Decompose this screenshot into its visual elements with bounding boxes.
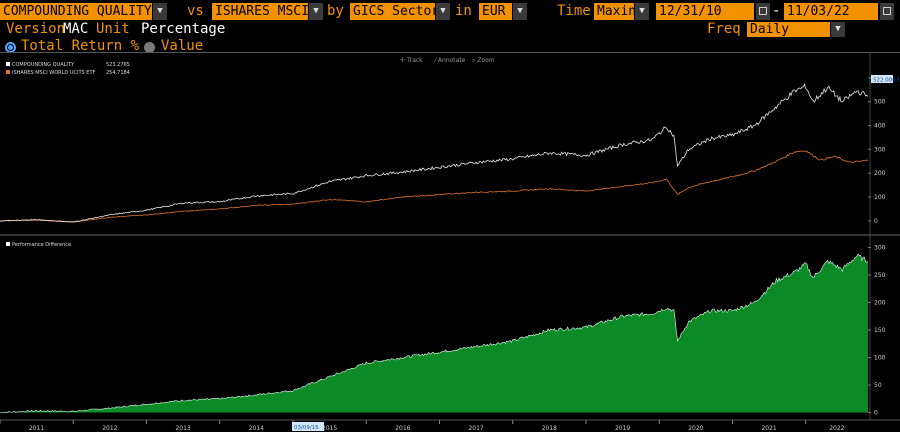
legend-label-cq: COMPOUNDING QUALITY	[12, 62, 75, 68]
x-axis-ticks: 2011 2012 2013 2014 2015 2016 2017 2018 2019 2020…	[0, 420, 845, 432]
top-y-tick-label: 300	[874, 146, 886, 153]
end-calendar-icon[interactable]	[880, 3, 894, 20]
security1-field[interactable]: COMPOUNDING QUALITY	[0, 3, 152, 20]
chart-toolbar: ✛ Track ⁄ Annotate ⌕ Zoom	[400, 57, 495, 64]
last-value-callout: 522.0063	[871, 75, 900, 84]
unit-value[interactable]: Percentage	[141, 21, 226, 37]
callout-text: 522.0063	[873, 78, 900, 84]
track-button[interactable]: ✛ Track	[400, 57, 423, 64]
end-date-field[interactable]: 11/03/22	[784, 3, 878, 20]
x-tick-label: 2013	[175, 425, 190, 432]
security1-dropdown[interactable]: ▼	[153, 3, 167, 20]
x-tick-label: 2017	[468, 425, 483, 432]
legend-swatch-perf	[6, 242, 10, 246]
legend-label-perf: Performance Difference	[12, 242, 71, 248]
top-lines	[0, 82, 869, 223]
date-marker-box	[292, 422, 324, 431]
version-label: Version	[6, 21, 66, 37]
top-legend: COMPOUNDING QUALITY 523.2765 ISHARES MSC…	[6, 62, 130, 76]
start-date-field[interactable]: 12/31/10	[656, 3, 754, 20]
currency-dropdown[interactable]: ▼	[513, 3, 527, 20]
vs-label: vs	[187, 3, 204, 19]
security2-dropdown[interactable]: ▼	[309, 3, 323, 20]
x-tick-label: 2014	[249, 425, 264, 432]
performance-difference-area	[0, 254, 868, 413]
annotate-button[interactable]: ⁄ Annotate	[433, 57, 466, 64]
legend-swatch-cq	[6, 62, 10, 66]
x-tick-label: 2011	[29, 425, 44, 432]
legend-value-cq: 523.2765	[106, 62, 130, 68]
top-y-tick-label: 0	[874, 218, 878, 225]
total-return-radio-dot	[8, 45, 13, 50]
date-marker-text: 03/09/15	[294, 425, 319, 431]
top-y-tick-label: 400	[874, 123, 886, 130]
chart-canvas[interactable]: ✛ Track ⁄ Annotate ⌕ Zoom COMPOUNDING QU…	[0, 52, 900, 432]
start-calendar-icon[interactable]	[756, 3, 770, 20]
total-return-label: Total Return %	[21, 38, 140, 54]
zoom-button[interactable]: ⌕ Zoom	[472, 57, 495, 64]
top-y-tick-label: 100	[874, 194, 886, 201]
currency-field[interactable]: EUR	[479, 3, 512, 20]
date-dash: -	[772, 3, 781, 19]
time-field[interactable]: Maxin	[594, 3, 634, 20]
bottom-y-tick-label: 150	[874, 327, 886, 334]
x-tick-label: 2019	[615, 425, 630, 432]
freq-dropdown[interactable]: ▼	[831, 22, 845, 37]
value-radio[interactable]	[144, 42, 155, 53]
in-label: in	[455, 3, 472, 19]
legend-value-ishares: 254.7184	[106, 70, 130, 76]
value-label: Value	[161, 38, 204, 54]
bottom-y-tick-label: 0	[874, 410, 878, 417]
top-y-tick-label: 200	[874, 170, 886, 177]
version-value[interactable]: MAC	[63, 21, 89, 37]
x-tick-label: 2022	[829, 425, 844, 432]
time-label: Time	[557, 3, 591, 19]
compounding-quality-line	[0, 82, 869, 223]
legend-label-ishares: ISHARES MSCI WORLD UCITS ETF	[12, 70, 96, 76]
x-tick-label: 2020	[688, 425, 703, 432]
legend-swatch-ishares	[6, 70, 10, 74]
ishares-msci-line	[0, 150, 869, 223]
bottom-y-axis: 0 50 100 150 200 250 300	[868, 245, 886, 417]
x-tick-label: 2012	[102, 425, 117, 432]
sector-dropdown[interactable]: ▼	[436, 3, 450, 20]
x-tick-label: 2015	[322, 425, 337, 432]
by-label: by	[327, 3, 344, 19]
sector-field[interactable]: GICS Sectors	[350, 3, 435, 20]
x-tick-label: 2018	[542, 425, 557, 432]
bottom-legend: Performance Difference	[6, 242, 71, 248]
freq-field[interactable]: Daily	[747, 22, 830, 37]
x-tick-label: 2021	[761, 425, 776, 432]
time-dropdown[interactable]: ▼	[635, 3, 649, 20]
bottom-y-tick-label: 50	[874, 382, 882, 389]
date-marker: 03/09/15	[292, 422, 324, 431]
unit-label: Unit	[96, 21, 130, 37]
security2-field[interactable]: ISHARES MSCI W	[212, 3, 308, 20]
bottom-y-tick-label: 300	[874, 245, 886, 252]
freq-label: Freq	[707, 21, 741, 37]
bottom-y-tick-label: 100	[874, 355, 886, 362]
header-bar: COMPOUNDING QUALITY ▼ vs ISHARES MSCI W …	[0, 0, 900, 22]
top-y-tick-label: 500	[874, 99, 886, 106]
performance-difference-line	[0, 253, 869, 414]
performance-area	[0, 253, 869, 414]
bottom-y-tick-label: 200	[874, 300, 886, 307]
x-tick-label: 2016	[395, 425, 410, 432]
bottom-y-tick-label: 250	[874, 272, 886, 279]
callout-box	[871, 75, 893, 83]
